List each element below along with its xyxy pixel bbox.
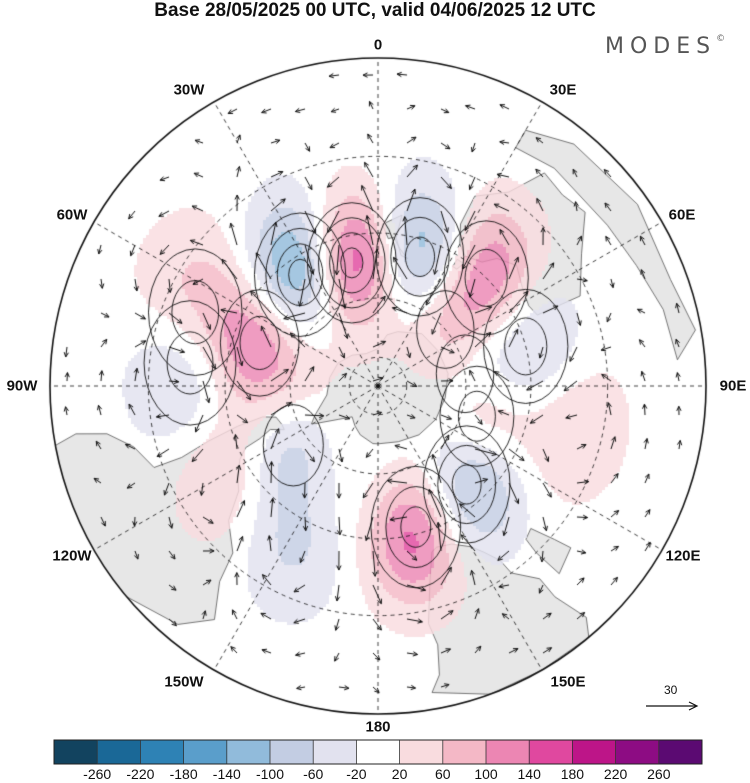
colorbar-swatch (486, 740, 530, 764)
lon-label-60e: 60E (668, 206, 696, 224)
lon-label-150w: 150W (164, 673, 204, 691)
lon-label-60w: 60W (56, 206, 88, 224)
colorbar-tick-label: -60 (303, 766, 324, 782)
colorbar-tick-label: 140 (517, 766, 541, 782)
colorbar-swatch (140, 740, 185, 764)
colorbar-swatch (442, 740, 487, 764)
colorbar-tick-label: 100 (474, 766, 498, 782)
colorbar-tick-label: 220 (603, 766, 628, 782)
lon-label-180: 180 (365, 718, 391, 736)
copyright-mark: © (716, 33, 726, 44)
brand-text: MODES (605, 34, 717, 59)
colorbar-swatch (183, 740, 228, 764)
wind-reference-arrowhead (688, 701, 699, 711)
colorbar-tick-label: 180 (560, 766, 585, 782)
lon-label-120e: 120E (665, 547, 701, 565)
modes-logo: MODES© (605, 34, 725, 59)
colorbar-swatch (313, 740, 357, 764)
lon-label-120w: 120W (52, 547, 92, 565)
map-title: Base 28/05/2025 00 UTC, valid 04/06/2025… (154, 0, 596, 21)
colorbar-swatch (356, 740, 401, 764)
lon-label-30w: 30W (173, 81, 205, 99)
lon-label-90w: 90W (6, 377, 38, 395)
colorbar-swatch (572, 740, 617, 764)
colorbar-swatch (615, 740, 660, 764)
lon-label-30e: 30E (549, 81, 577, 99)
colorbar-swatch (658, 740, 703, 764)
colorbar-tick-label: 60 (435, 766, 451, 782)
lon-label-150e: 150E (550, 673, 586, 691)
colorbar-tick-label: 260 (647, 766, 671, 782)
colorbar-swatch (97, 740, 141, 764)
lon-label-90e: 90E (719, 377, 747, 395)
colorbar-swatch (399, 740, 444, 764)
colorbar-tick-label: 20 (391, 766, 408, 782)
colorbar-tick-label: -20 (346, 766, 367, 782)
colorbar-frame (53, 739, 703, 765)
colorbar-tick-label: -100 (255, 766, 285, 782)
lon-label-0: 0 (373, 36, 383, 54)
colorbar-tick-label: -260 (83, 766, 112, 782)
colorbar-swatch (529, 740, 573, 764)
colorbar-tick-label: -180 (169, 766, 198, 782)
colorbar-swatch (226, 740, 271, 764)
colorbar-swatch (54, 740, 98, 764)
colorbar-tick-label: -140 (212, 766, 241, 782)
wind-reference-label: 30 (664, 683, 678, 697)
colorbar-swatch (270, 740, 314, 764)
colorbar-tick-label: -220 (126, 766, 155, 782)
